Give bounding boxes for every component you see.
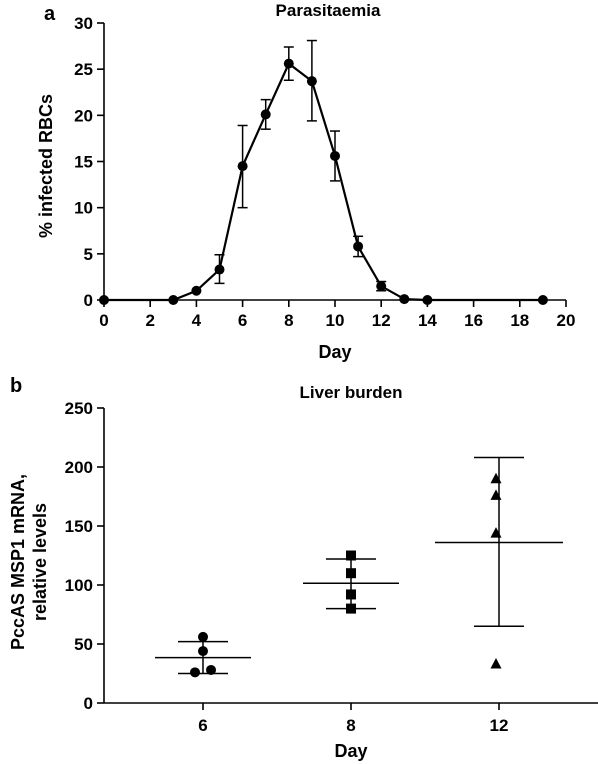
panel-a-x-tick-label: 4 [192, 311, 202, 330]
panel-b-data-point-circle [198, 631, 208, 642]
panel-a-x-tick-label: 8 [284, 311, 293, 330]
panel-a-x-tick-label: 10 [326, 311, 345, 330]
panel-b-data-point-triangle [490, 658, 502, 669]
panel-b-data-point-circle [198, 646, 208, 657]
panel-a-data-point [306, 76, 317, 87]
panel-a-data-point [330, 150, 340, 161]
panel-a-data-point [283, 58, 294, 69]
panel-b-liver-burden-chart: b Liver burden Day PccAS MSP1 mRNA, rela… [8, 375, 598, 761]
panel-a-points [99, 58, 548, 305]
panel-a-x-tick-label: 0 [99, 311, 108, 330]
panel-b-data-point-square [346, 603, 356, 614]
panel-a-y-tick-label: 20 [74, 106, 93, 125]
panel-b-y-tick-label: 150 [65, 517, 93, 536]
panel-a-y-tick-label: 0 [84, 291, 93, 310]
panel-a-x-tick-label: 6 [238, 311, 247, 330]
panel-a-y-tick-label: 5 [84, 245, 93, 264]
panel-a-x-tick-label: 20 [557, 311, 576, 330]
panel-a-letter: a [44, 3, 56, 25]
panel-a-y-tick-label: 15 [74, 153, 93, 172]
panel-a-data-point [537, 295, 548, 305]
panel-a-y-tick-label: 25 [74, 60, 93, 79]
panel-a-x-tick-label: 18 [510, 311, 529, 330]
panel-a-data-point [214, 264, 225, 275]
panel-b-data-point-square [346, 589, 356, 600]
panel-a-data-point [422, 295, 433, 305]
panel-b-ticks: 0 50 100 150 200 250 6 8 12 [65, 399, 509, 735]
panel-a-data-point [237, 161, 248, 172]
panel-a-parasitaemia-chart: a Parasitaemia Day % infected RBCs 0 2 4 6 8… [36, 1, 575, 362]
panel-b-data-point-triangle [490, 489, 502, 500]
panel-a-data-point [260, 109, 271, 120]
panel-a-ticks: 0 2 4 6 8 10 12 14 16 18 20 0 5 10 15 20 25 30 [74, 14, 575, 330]
panel-b-y-tick-label: 100 [65, 576, 93, 595]
panel-b-y-axis-label-line-2: relative levels [30, 503, 50, 621]
panel-b-y-tick-label: 50 [74, 635, 93, 654]
panel-b-data-point-square [346, 550, 356, 561]
panel-a-data-point [353, 241, 364, 252]
panel-a-y-tick-label: 30 [74, 14, 93, 33]
panel-a-data-point [99, 295, 109, 305]
panel-b-title: Liver burden [300, 383, 403, 402]
panel-b-letter: b [10, 375, 22, 397]
panel-b-y-tick-label: 200 [65, 458, 93, 477]
panel-a-x-axis-label: Day [318, 342, 351, 362]
panel-a-x-tick-label: 12 [372, 311, 391, 330]
panel-b-x-tick-label: 8 [346, 716, 355, 735]
panel-a-data-point [168, 295, 179, 305]
panel-b-data-point-circle [206, 664, 216, 675]
panel-a-y-axis-label: % infected RBCs [36, 94, 56, 238]
panel-a-data-point [191, 285, 202, 296]
panel-a-x-tick-label: 16 [464, 311, 483, 330]
panel-b-x-tick-label: 12 [490, 716, 509, 735]
panel-b-data-point-square [346, 568, 356, 579]
panel-a-data-point [399, 294, 410, 305]
panel-a-y-tick-label: 10 [74, 199, 93, 218]
panel-b-data-point-triangle [490, 527, 502, 538]
panel-b-x-tick-label: 6 [198, 716, 207, 735]
panel-a-title: Parasitaemia [276, 1, 381, 20]
panel-a-data-point [376, 281, 387, 292]
panel-b-y-tick-label: 250 [65, 399, 93, 418]
panel-b-data-point-triangle [490, 472, 502, 484]
panel-b-y-tick-label: 0 [84, 694, 93, 713]
panel-b-y-axis-label-line-1: PccAS MSP1 mRNA, [8, 474, 28, 650]
panel-b-data-point-circle [190, 667, 200, 678]
panel-a-series-line [104, 61, 543, 302]
panel-b-x-axis-label: Day [334, 741, 367, 761]
panel-a-x-tick-label: 2 [145, 311, 154, 330]
panel-a-x-tick-label: 14 [418, 311, 437, 330]
panel-b-groups [155, 456, 563, 678]
